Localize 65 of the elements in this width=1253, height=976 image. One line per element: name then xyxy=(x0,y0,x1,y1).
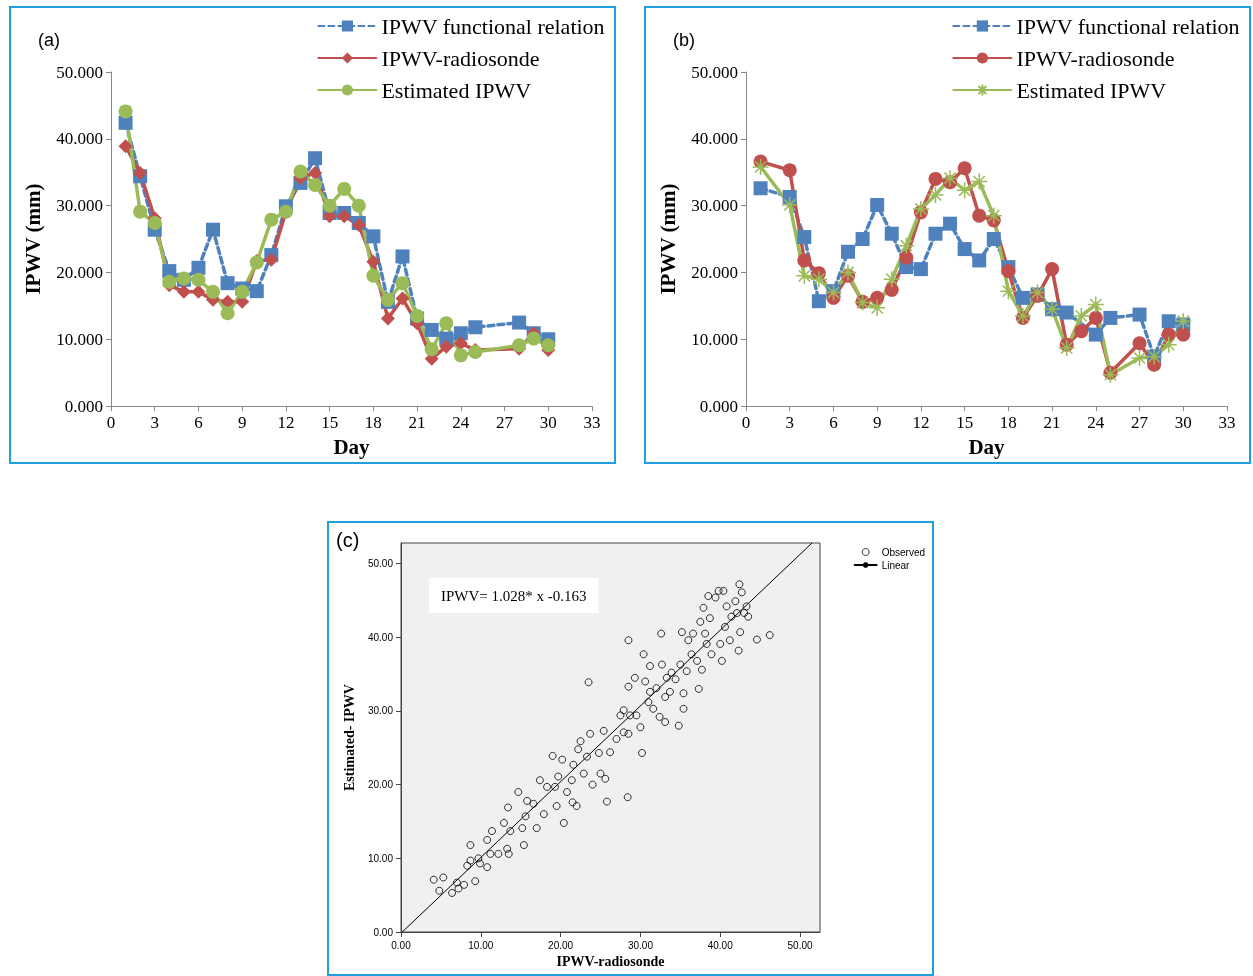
x-tick-label: 15 xyxy=(321,413,339,433)
x-tick-label: 12 xyxy=(277,413,295,433)
chart-title: (c) xyxy=(336,529,360,551)
x-tick-label: 21 xyxy=(1043,413,1061,433)
legend-label: IPWV-radiosonde xyxy=(1016,45,1175,71)
x-tick-label: 30 xyxy=(1174,413,1192,433)
x-tick-label: 18 xyxy=(999,413,1017,433)
y-tick-label: 50.000 xyxy=(691,62,738,82)
y-axis-title: IPWV (mm) xyxy=(20,183,45,295)
y-tick-label: 40.000 xyxy=(56,129,103,149)
x-tick-label: 12 xyxy=(912,413,930,433)
x-axis-title: Day xyxy=(968,434,1006,459)
y-tick-label: 40.00 xyxy=(367,631,394,643)
legend-label: IPWV functional relation xyxy=(381,13,605,39)
chart-title: (a) xyxy=(38,30,60,50)
x-tick-label: 18 xyxy=(364,413,382,433)
y-axis-title: IPWV (mm) xyxy=(655,183,680,295)
x-tick-label: 6 xyxy=(194,413,203,433)
legend-label: IPWV-radiosonde xyxy=(381,45,540,71)
legend-label: Estimated IPWV xyxy=(1016,77,1167,103)
y-tick-label: 40.000 xyxy=(691,129,738,149)
legend-label: IPWV functional relation xyxy=(1016,13,1240,39)
legend-label: Estimated IPWV xyxy=(381,77,532,103)
x-tick-label: 0 xyxy=(106,413,116,433)
x-axis-title: IPWV-radiosonde xyxy=(556,954,665,970)
y-tick-label: 30.000 xyxy=(56,196,103,216)
legend-label: Observed xyxy=(881,546,925,558)
x-tick-label: 20.00 xyxy=(548,939,574,951)
x-tick-label: 24 xyxy=(1087,413,1105,433)
x-axis-title: Day xyxy=(333,434,371,459)
y-tick-label: 0.000 xyxy=(699,396,738,416)
y-tick-label: 30.000 xyxy=(691,196,738,216)
y-tick-label: 50.000 xyxy=(56,62,103,82)
x-tick-label: 15 xyxy=(956,413,974,433)
x-tick-label: 10.00 xyxy=(468,939,494,951)
x-tick-label: 30 xyxy=(539,413,557,433)
x-tick-label: 33 xyxy=(1218,413,1236,433)
x-tick-label: 0 xyxy=(741,413,751,433)
y-tick-label: 30.00 xyxy=(367,705,394,717)
x-tick-label: 27 xyxy=(496,413,514,433)
annotation: IPWV= 1.028* x -0.163 xyxy=(441,587,587,604)
y-tick-label: 0.000 xyxy=(64,396,103,416)
y-tick-label: 20.00 xyxy=(367,779,394,791)
y-tick-label: 20.000 xyxy=(691,262,738,282)
y-tick-label: 0.00 xyxy=(373,926,394,938)
x-tick-label: 3 xyxy=(785,413,794,433)
chart-title: (b) xyxy=(673,30,695,50)
x-tick-label: 33 xyxy=(583,413,601,433)
y-tick-label: 50.00 xyxy=(367,558,394,570)
x-tick-label: 30.00 xyxy=(627,939,654,951)
x-tick-label: 27 xyxy=(1131,413,1149,433)
x-tick-label: 0.00 xyxy=(391,939,412,951)
x-tick-label: 9 xyxy=(872,413,882,433)
x-tick-label: 21 xyxy=(408,413,426,433)
legend-label: Linear xyxy=(881,559,911,571)
y-tick-label: 10.000 xyxy=(691,329,738,349)
y-tick-label: 10.000 xyxy=(56,329,103,349)
y-tick-label: 10.00 xyxy=(367,852,394,864)
x-tick-label: 24 xyxy=(452,413,470,433)
y-tick-label: 20.000 xyxy=(56,262,103,282)
y-axis-title: Estimated- IPWV xyxy=(341,684,357,791)
x-tick-label: 6 xyxy=(829,413,838,433)
x-tick-label: 50.00 xyxy=(787,939,813,951)
x-tick-label: 9 xyxy=(237,413,247,433)
x-tick-label: 3 xyxy=(150,413,159,433)
